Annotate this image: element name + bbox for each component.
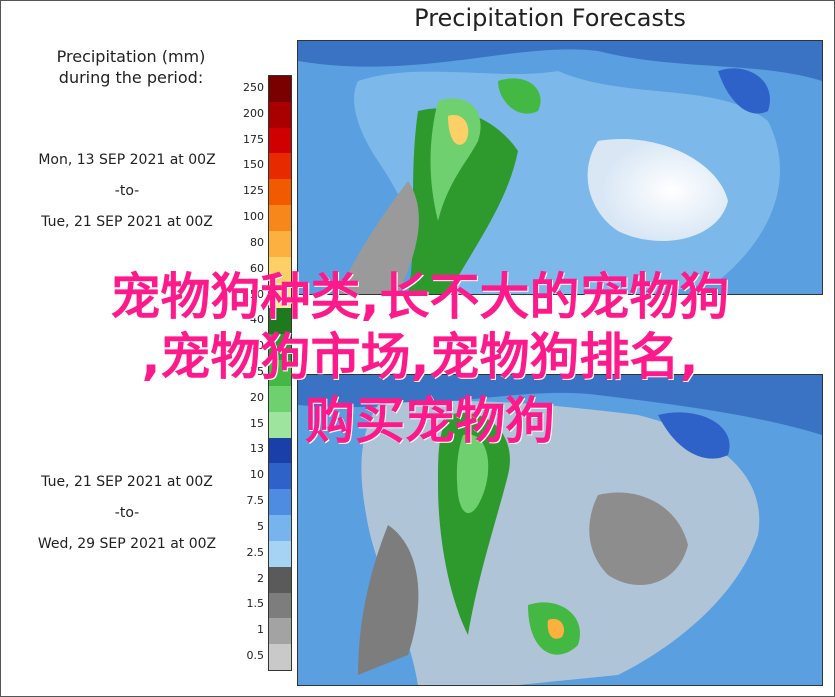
colorbar-swatch	[269, 592, 291, 619]
colorbar-swatch	[269, 334, 291, 361]
colorbar-tick: 50	[250, 287, 264, 301]
colorbar-swatch	[269, 230, 291, 257]
legend-heading: Precipitation (mm) during the period:	[8, 46, 254, 88]
colorbar-tick: 1	[257, 623, 264, 637]
colorbar-swatch	[269, 153, 291, 180]
colorbar-swatch	[269, 411, 291, 438]
colorbar-tick: 2	[257, 571, 264, 585]
colorbar-swatch	[269, 463, 291, 490]
colorbar-tick: 100	[243, 210, 264, 224]
colorbar-swatch	[269, 76, 291, 102]
colorbar-tick: 20	[250, 390, 264, 404]
colorbar-swatch	[269, 179, 291, 206]
forecast-map-period-2	[297, 374, 823, 686]
overlay-text-line3: 购买宠物狗	[305, 392, 555, 450]
period-1-sep: -to-	[114, 183, 140, 199]
colorbar-tick: 80	[250, 235, 264, 249]
period-2: Tue, 21 SEP 2021 at 00Z -to- Wed, 29 SEP…	[8, 467, 246, 560]
forecast-map-period-1	[297, 40, 823, 295]
colorbar-tick: 60	[250, 261, 264, 275]
legend-heading-line1: Precipitation (mm)	[56, 47, 206, 66]
colorbar-swatch	[269, 437, 291, 464]
period-2-start: Tue, 21 SEP 2021 at 00Z	[41, 474, 213, 490]
colorbar-swatch	[269, 566, 291, 593]
period-2-end: Wed, 29 SEP 2021 at 00Z	[37, 536, 217, 552]
colorbar-tick: 250	[243, 80, 264, 94]
period-2-sep: -to-	[114, 505, 140, 521]
colorbar-tick: 15	[250, 416, 264, 430]
colorbar-swatch	[269, 489, 291, 516]
legend-heading-line2: during the period:	[58, 68, 204, 87]
colorbar-tick: 150	[243, 158, 264, 172]
overlay-text-line2: ,宠物狗市场,宠物狗排名,	[141, 328, 699, 386]
colorbar-tick: 175	[243, 132, 264, 146]
precipitation-colorbar	[268, 75, 292, 671]
colorbar-tick: 30	[250, 339, 264, 353]
colorbar-tick: 13	[250, 442, 264, 456]
colorbar-tick: 125	[243, 184, 264, 198]
chart-title: Precipitation Forecasts	[414, 4, 686, 32]
colorbar-swatch	[269, 360, 291, 386]
colorbar-tick: 25	[250, 365, 264, 378]
colorbar-swatch	[269, 101, 291, 128]
colorbar-swatch	[269, 540, 291, 567]
colorbar-swatch	[269, 282, 291, 309]
colorbar-tick: 40	[250, 313, 264, 327]
colorbar-swatch	[269, 308, 291, 335]
colorbar-tick-labels: 250 200 175 150 125 100 80 60 50 40 30 25 20 15 13 10 7.…	[230, 75, 264, 669]
colorbar-tick: 7.5	[246, 494, 265, 508]
colorbar-swatch	[269, 256, 291, 283]
colorbar-tick: 10	[250, 468, 264, 482]
colorbar-swatch	[269, 618, 291, 645]
colorbar-tick: 5	[257, 519, 264, 533]
colorbar-tick: 0.5	[246, 649, 265, 663]
colorbar-tick: 2.5	[246, 545, 265, 559]
period-1: Mon, 13 SEP 2021 at 00Z -to- Tue, 21 SEP…	[8, 145, 246, 238]
colorbar-swatch	[269, 385, 291, 412]
colorbar-tick: 200	[243, 106, 264, 120]
colorbar-tick: 1.5	[246, 597, 265, 611]
colorbar-swatch	[269, 205, 291, 231]
colorbar-swatch	[269, 515, 291, 541]
period-1-end: Tue, 21 SEP 2021 at 00Z	[41, 214, 213, 230]
colorbar-swatch	[269, 644, 291, 671]
overlay-text-line1: 宠物狗种类,长不大的宠物狗	[110, 268, 730, 326]
colorbar-swatch	[269, 127, 291, 154]
period-1-start: Mon, 13 SEP 2021 at 00Z	[38, 152, 216, 168]
